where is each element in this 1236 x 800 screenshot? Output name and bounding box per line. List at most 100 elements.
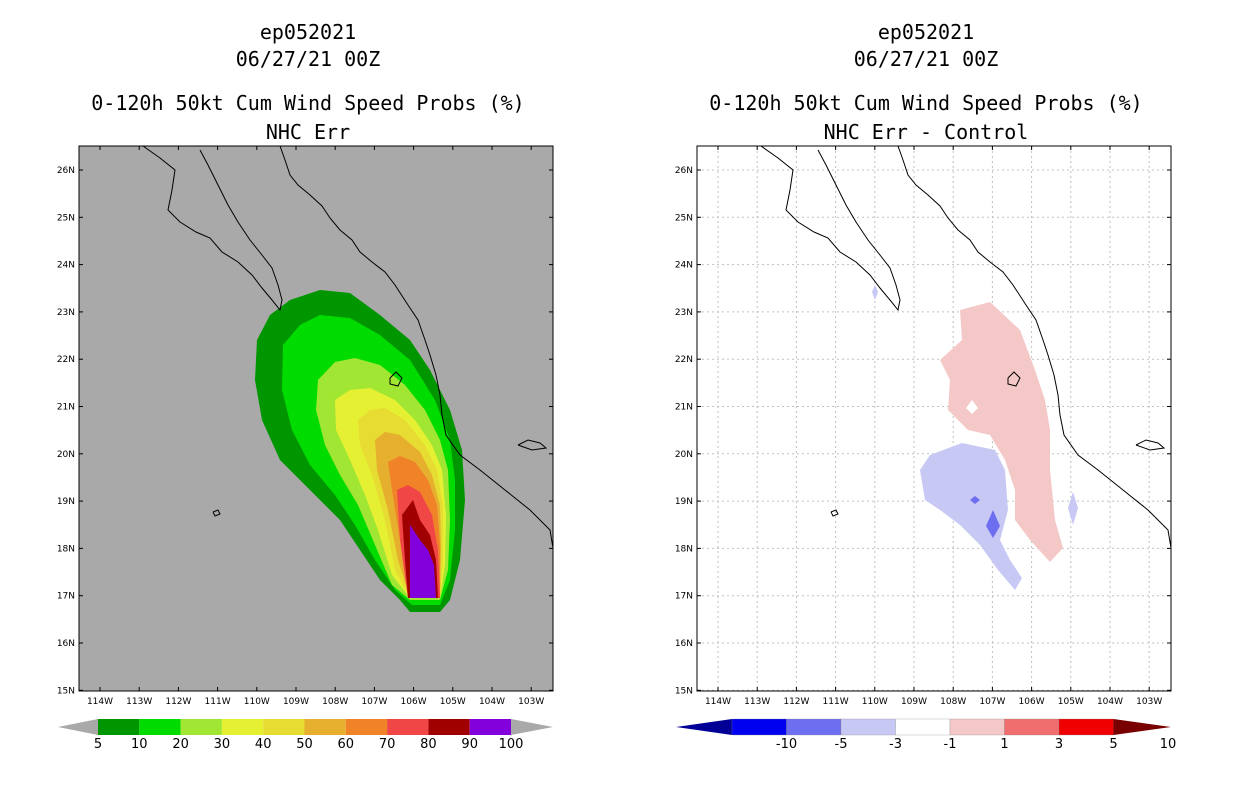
lon-label: 113W <box>126 697 152 707</box>
colorbar-swatch <box>387 719 429 735</box>
negative-diff-small <box>970 496 980 504</box>
colorbar-swatch <box>840 718 896 736</box>
coastline <box>142 146 553 549</box>
right-map-frame <box>696 145 1172 692</box>
lat-label: 17N <box>675 592 693 602</box>
probability-contours <box>255 290 465 612</box>
lat-label: 18N <box>57 544 75 554</box>
lat-label: 18N <box>675 544 693 554</box>
colorbar-min-arrow <box>58 719 98 735</box>
colorbar-swatch <box>895 718 951 736</box>
colorbar-swatch <box>469 719 511 735</box>
colorbar-swatch <box>1058 718 1114 736</box>
colorbar-label: -1 <box>944 737 957 752</box>
lon-label: 107W <box>361 697 387 707</box>
negative-diff-core <box>986 510 1000 538</box>
lat-label: 25N <box>675 213 693 223</box>
right-coastline <box>760 146 1171 549</box>
lat-label: 26N <box>57 166 75 176</box>
lon-label: 113W <box>744 697 770 707</box>
lat-label: 23N <box>57 308 75 318</box>
lat-label: 16N <box>57 639 75 649</box>
lon-label: 110W <box>244 697 270 707</box>
right-colorbar: -10 -5 -3 -1 1 3 5 10 <box>676 718 1176 752</box>
lon-label: 109W <box>283 697 309 707</box>
lat-label: 22N <box>57 355 75 365</box>
colorbar-swatch <box>221 719 264 735</box>
right-title-subtitle: NHC Err - Control <box>823 120 1029 144</box>
lat-label: 24N <box>675 261 693 271</box>
left-axis-ticks: 26N 25N 24N 23N 22N 21N 20N 19N 18N 17N 16N 15N 114W… <box>57 146 553 707</box>
negative-diff-area <box>920 443 1022 590</box>
left-title-storm-id: ep052021 <box>259 20 357 44</box>
left-title-subtitle: NHC Err <box>265 120 351 144</box>
lon-label: 111W <box>823 697 849 707</box>
lat-label: 20N <box>57 450 75 460</box>
colorbar-swatch <box>139 719 181 735</box>
lon-label: 105W <box>440 697 466 707</box>
left-map: 26N 25N 24N 23N 22N 21N 20N 19N 18N 17N 16N 15N 114W… <box>57 145 554 707</box>
colorbar-label: -5 <box>835 737 848 752</box>
lat-label: 16N <box>675 639 693 649</box>
lat-label: 21N <box>57 403 75 413</box>
colorbar-label: 80 <box>420 737 437 752</box>
colorbar-label: 3 <box>1055 737 1063 752</box>
lon-label: 112W <box>165 697 191 707</box>
colorbar-swatch <box>428 719 470 735</box>
colorbar-label: 10 <box>131 737 148 752</box>
lon-label: 109W <box>901 697 927 707</box>
colorbar-label: 90 <box>461 737 478 752</box>
right-title-product: 0-120h 50kt Cum Wind Speed Probs (%) <box>709 91 1143 115</box>
colorbar-swatch <box>180 719 222 735</box>
colorbar-swatch <box>949 718 1005 736</box>
colorbar-label: 100 <box>499 737 524 752</box>
diff-hole <box>966 400 978 414</box>
lon-label: 107W <box>979 697 1005 707</box>
lon-label: 114W <box>87 697 113 707</box>
colorbar-max-arrow <box>511 719 553 735</box>
left-colorbar: 5 10 20 30 40 50 60 70 80 90 100 <box>58 719 553 752</box>
lat-label: 24N <box>57 261 75 271</box>
lat-label: 22N <box>675 355 693 365</box>
lon-label: 114W <box>705 697 731 707</box>
lat-label: 15N <box>57 686 75 696</box>
colorbar-swatch <box>304 719 346 735</box>
lon-label: 111W <box>205 697 231 707</box>
colorbar-label: 50 <box>296 737 313 752</box>
colorbar-swatch <box>263 719 305 735</box>
lon-label: 106W <box>1019 697 1045 707</box>
colorbar-swatch <box>786 718 842 736</box>
left-title-product: 0-120h 50kt Cum Wind Speed Probs (%) <box>91 91 525 115</box>
colorbar-label: -10 <box>776 737 797 752</box>
lat-label: 23N <box>675 308 693 318</box>
right-axis-ticks: 26N 25N 24N 23N 22N 21N 20N 19N 18N 17N 16N 15N 114W… <box>675 146 1171 707</box>
lon-label: 112W <box>783 697 809 707</box>
right-map: 26N 25N 24N 23N 22N 21N 20N 19N 18N 17N 16N 15N 114W… <box>675 145 1172 707</box>
lon-label: 103W <box>518 697 544 707</box>
positive-diff-area <box>940 302 1063 562</box>
colorbar-swatch <box>345 719 388 735</box>
colorbar-label: -3 <box>889 737 902 752</box>
right-title-datetime: 06/27/21 00Z <box>853 47 999 71</box>
colorbar-label: 70 <box>379 737 396 752</box>
colorbar-label: 5 <box>1109 737 1117 752</box>
colorbar-max-arrow <box>1113 719 1171 735</box>
lon-label: 110W <box>862 697 888 707</box>
colorbar-label: 40 <box>255 737 272 752</box>
lat-label: 25N <box>57 213 75 223</box>
right-map-background <box>697 146 1171 691</box>
colorbar-label: 5 <box>94 737 102 752</box>
lon-label: 108W <box>940 697 966 707</box>
lat-label: 19N <box>675 497 693 507</box>
colorbar-label: 60 <box>338 737 355 752</box>
right-map-gridlines <box>697 146 1171 691</box>
right-title-storm-id: ep052021 <box>877 20 975 44</box>
lon-label: 108W <box>322 697 348 707</box>
colorbar-label: 30 <box>214 737 231 752</box>
colorbar-swatch <box>1004 718 1060 736</box>
colorbar-label: 1 <box>1000 737 1008 752</box>
lat-label: 20N <box>675 450 693 460</box>
lon-label: 106W <box>401 697 427 707</box>
colorbar-label: 20 <box>172 737 189 752</box>
